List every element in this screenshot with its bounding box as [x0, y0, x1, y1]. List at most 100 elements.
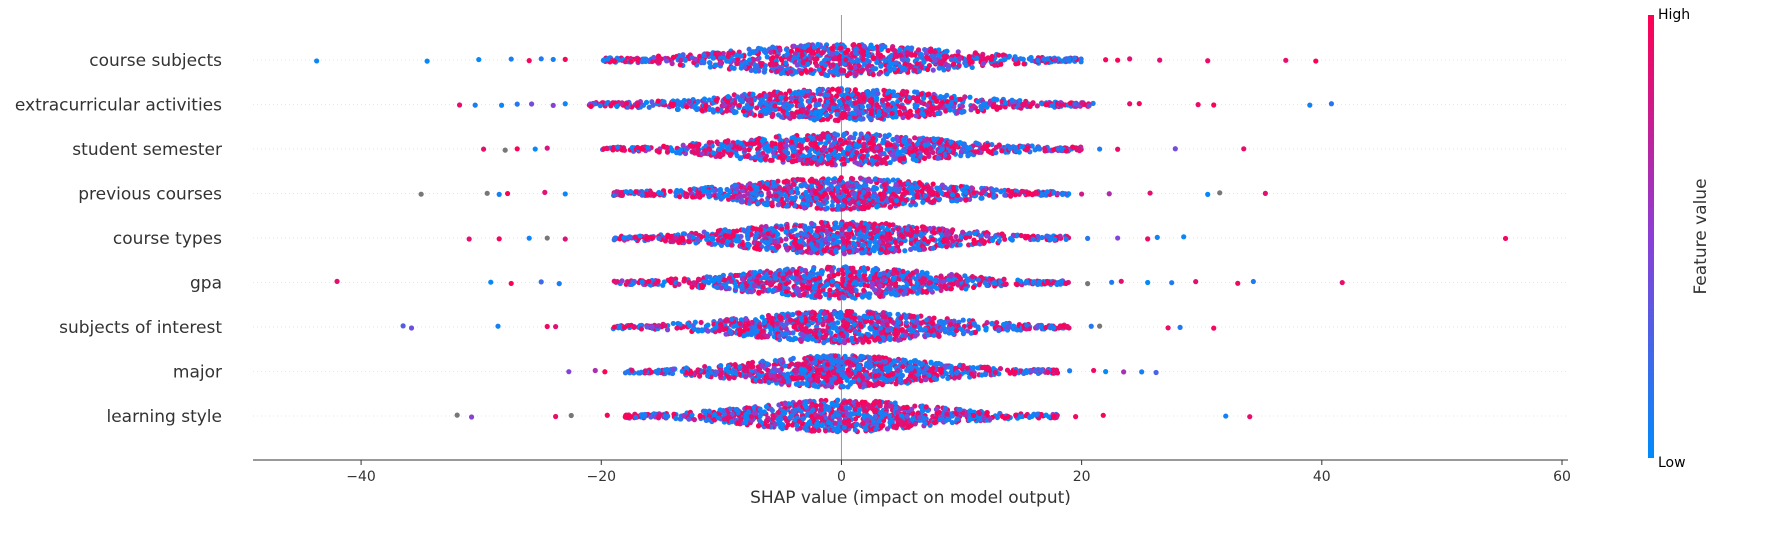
- shap-dot: [690, 149, 696, 155]
- shap-dot: [952, 142, 959, 148]
- shap-dot: [922, 193, 928, 199]
- shap-dot: [1241, 146, 1247, 152]
- shap-dot: [783, 46, 789, 53]
- shap-dot: [874, 145, 880, 151]
- shap-dot: [867, 140, 873, 146]
- shap-dot: [1078, 59, 1084, 65]
- shap-dot: [562, 101, 568, 107]
- shap-dot: [856, 98, 862, 105]
- shap-dot: [865, 103, 872, 109]
- shap-dot: [1079, 100, 1085, 106]
- shap-dot: [971, 190, 977, 196]
- shap-dot: [834, 111, 840, 117]
- shap-dot: [963, 62, 969, 68]
- shap-dot: [1063, 236, 1069, 242]
- shap-dot: [715, 153, 721, 159]
- shap-dot: [619, 192, 625, 198]
- shap-dot: [869, 157, 875, 164]
- shap-dot: [925, 197, 931, 203]
- shap-dot: [804, 194, 810, 200]
- shap-dot: [876, 71, 882, 77]
- shap-dot: [1076, 146, 1082, 152]
- shap-dot: [1217, 190, 1223, 196]
- shap-dot: [859, 104, 866, 110]
- shap-dot: [913, 113, 919, 119]
- shap-dot: [860, 199, 866, 205]
- shap-dot: [418, 191, 424, 197]
- shap-dot: [892, 247, 899, 253]
- shap-dot: [859, 206, 865, 212]
- shap-dot: [804, 159, 810, 165]
- shap-dot: [814, 62, 820, 69]
- shap-dot: [840, 203, 846, 209]
- shap-dot: [783, 95, 789, 102]
- shap-dot: [972, 50, 979, 56]
- shap-dot: [1079, 191, 1085, 197]
- shap-dot: [957, 56, 963, 62]
- shap-dot: [769, 245, 775, 251]
- shap-dot: [1055, 146, 1062, 152]
- shap-dot: [930, 236, 936, 242]
- shap-dot: [866, 62, 872, 69]
- shap-dot: [670, 54, 677, 61]
- shap-dot: [779, 57, 785, 63]
- shap-dot: [927, 225, 933, 232]
- shap-dot: [724, 58, 730, 64]
- shap-dot: [802, 67, 809, 73]
- shap-dot: [882, 58, 888, 64]
- shap-dot: [619, 100, 625, 106]
- shap-dot: [829, 51, 835, 57]
- shap-dot: [734, 94, 741, 100]
- shap-dot: [860, 52, 866, 58]
- shap-dot: [874, 95, 880, 101]
- shap-dot: [963, 235, 969, 241]
- shap-dot: [1115, 57, 1121, 63]
- shap-dot: [892, 47, 898, 54]
- shap-dot: [508, 56, 514, 62]
- shap-dot: [811, 97, 818, 103]
- shap-dot: [919, 55, 926, 61]
- shap-dot: [776, 185, 783, 191]
- shap-dot: [686, 233, 692, 240]
- shap-dot: [972, 149, 978, 155]
- shap-dot: [774, 53, 780, 60]
- shap-dot: [835, 117, 841, 124]
- shap-dot: [914, 61, 920, 67]
- shap-dot: [936, 227, 943, 233]
- shap-dot: [873, 228, 879, 234]
- shap-dot: [815, 180, 821, 186]
- shap-dot: [948, 57, 954, 63]
- shap-dot: [955, 49, 961, 55]
- shap-dot: [797, 157, 803, 163]
- shap-dot: [800, 177, 806, 183]
- shap-dot: [762, 145, 768, 151]
- shap-dot: [731, 108, 737, 114]
- shap-dot: [762, 108, 768, 114]
- shap-dot: [850, 176, 856, 182]
- shap-dot: [895, 98, 901, 105]
- shap-dot: [608, 102, 614, 108]
- shap-dot: [886, 222, 893, 228]
- shap-dot: [901, 155, 907, 162]
- shap-dot: [905, 57, 911, 63]
- shap-dot: [1502, 235, 1509, 242]
- shap-dot: [615, 144, 621, 150]
- shap-dot: [747, 185, 753, 191]
- shap-dot: [841, 132, 847, 138]
- shap-dot: [930, 245, 936, 251]
- feature-row-dots: [418, 175, 1268, 212]
- shap-dot: [739, 62, 745, 68]
- shap-dot: [801, 44, 808, 51]
- shap-dot: [645, 145, 651, 151]
- shap-dot: [996, 52, 1002, 58]
- shap-dot: [684, 104, 690, 110]
- shap-dot: [775, 244, 781, 250]
- shap-dot: [1049, 102, 1055, 109]
- shap-dot: [1057, 102, 1064, 108]
- shap-dot: [878, 246, 884, 252]
- shap-dot: [934, 185, 940, 191]
- shap-dot: [912, 135, 918, 141]
- shap-dot: [866, 242, 872, 248]
- shap-dot: [816, 185, 822, 191]
- shap-dot: [752, 245, 758, 251]
